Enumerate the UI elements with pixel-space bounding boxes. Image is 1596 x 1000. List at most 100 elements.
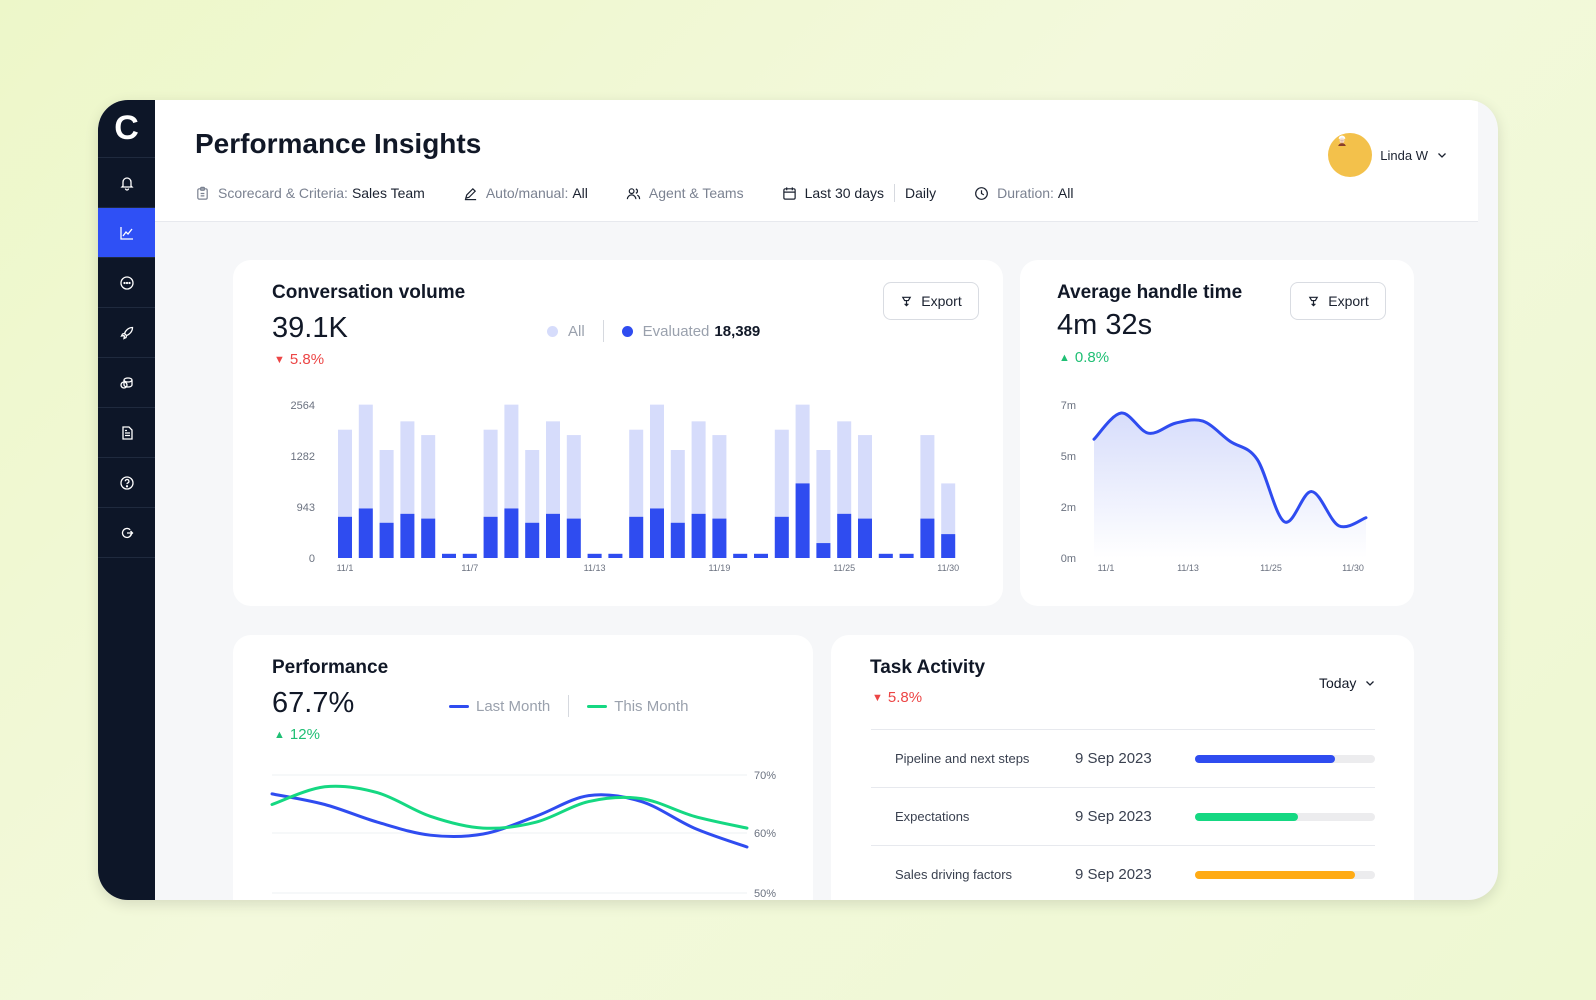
auto-manual-filter[interactable]: Auto/manual: All xyxy=(463,185,588,201)
bar-all xyxy=(733,553,748,558)
x-tick-label: 11/7 xyxy=(461,563,478,573)
user-menu[interactable]: Linda W xyxy=(1328,133,1448,177)
bar-evaluated xyxy=(442,553,456,558)
bar-evaluated xyxy=(587,553,602,558)
period-dropdown[interactable]: Today xyxy=(1319,675,1376,691)
bar-evaluated xyxy=(774,516,789,558)
bar-all xyxy=(858,435,872,558)
task-name: Sales driving factors xyxy=(895,867,1013,882)
bar-all xyxy=(670,449,685,558)
handle-time-card: Average handle time 4m 32s ▲ 0.8% Export… xyxy=(1020,260,1414,606)
bar-evaluated xyxy=(483,516,498,558)
legend-evaluated[interactable]: Evaluated xyxy=(642,322,710,340)
bar-all xyxy=(774,429,789,558)
y-tick-label: 0 xyxy=(309,553,315,565)
export-label: Export xyxy=(1328,293,1369,309)
bar-evaluated xyxy=(941,534,956,558)
bell-icon[interactable] xyxy=(98,158,155,208)
rocket-icon[interactable] xyxy=(98,308,155,358)
bar-all xyxy=(504,404,519,558)
bar-all xyxy=(608,553,623,558)
chart-icon[interactable] xyxy=(98,208,155,258)
bar-all xyxy=(899,553,914,558)
task-row[interactable]: Expectations 9 Sep 2023 xyxy=(871,787,1375,845)
agent-teams-label: Agent & Teams xyxy=(648,185,744,201)
legend-divider xyxy=(602,320,604,342)
duration-value: All xyxy=(1057,185,1074,201)
filter-bar: Scorecard & Criteria: Sales Team Auto/ma… xyxy=(195,184,1111,202)
bar-evaluated xyxy=(670,522,685,558)
app-logo[interactable]: C xyxy=(98,100,155,158)
calendar-icon xyxy=(782,186,796,200)
bar-evaluated xyxy=(650,508,664,558)
conversation-volume-card: Conversation volume 39.1K ▼ 5.8% All Eva… xyxy=(233,260,1003,606)
avatar xyxy=(1328,133,1373,177)
x-tick-label: 11/25 xyxy=(1260,563,1282,573)
card-title: Performance xyxy=(272,657,389,678)
conversation-delta: ▼ 5.8% xyxy=(274,351,324,368)
card-title: Conversation volume xyxy=(272,282,466,303)
legend-dot-evaluated xyxy=(621,325,633,337)
scorecard-filter[interactable]: Scorecard & Criteria: Sales Team xyxy=(195,185,425,201)
x-tick-label: 11/25 xyxy=(833,563,855,573)
task-name: Expectations xyxy=(895,809,970,824)
date-range-filter[interactable]: Last 30 days Daily xyxy=(782,184,937,202)
export-button[interactable]: Export xyxy=(883,282,979,320)
legend-dot-all xyxy=(547,325,558,337)
this-month-line xyxy=(270,784,749,830)
bar-all xyxy=(400,421,415,558)
bar-all xyxy=(816,449,831,558)
document-icon[interactable] xyxy=(98,408,155,458)
bar-evaluated xyxy=(379,522,394,558)
bar-all xyxy=(650,404,664,558)
user-name: Linda W xyxy=(1380,147,1428,163)
conversation-legend: All Evaluated 18,389 xyxy=(547,320,760,342)
card-title: Average handle time xyxy=(1057,282,1243,303)
export-button[interactable]: Export xyxy=(1290,282,1386,320)
conversation-total: 39.1K xyxy=(272,312,348,344)
agent-teams-filter[interactable]: Agent & Teams xyxy=(626,185,744,201)
bar-all xyxy=(483,429,498,558)
clipboard-icon xyxy=(197,186,208,200)
performance-value: 67.7% xyxy=(272,687,355,719)
evaluated-count: 18,389 xyxy=(714,322,761,340)
bar-evaluated xyxy=(338,516,352,558)
legend-this-month[interactable]: This Month xyxy=(614,697,689,715)
task-row[interactable]: Sales driving factors 9 Sep 2023 xyxy=(871,845,1375,900)
bar-evaluated xyxy=(566,518,581,558)
duration-label: Duration: xyxy=(997,185,1054,201)
duration-filter[interactable]: Duration: All xyxy=(974,185,1073,201)
granularity-value[interactable]: Daily xyxy=(904,185,937,201)
handle-time-value: 4m 32s xyxy=(1057,309,1153,341)
task-row[interactable]: Pipeline and next steps 9 Sep 2023 xyxy=(871,729,1375,787)
bar-all xyxy=(754,553,768,558)
x-tick-label: 11/1 xyxy=(1098,563,1115,573)
legend-last-month[interactable]: Last Month xyxy=(476,697,551,715)
task-progress-fill xyxy=(1195,812,1298,821)
delta-value: 0.8% xyxy=(1074,349,1110,366)
x-tick-label: 11/13 xyxy=(584,563,606,573)
last-month-line xyxy=(270,792,749,849)
bar-all xyxy=(442,553,456,558)
performance-delta: ▲ 12% xyxy=(274,726,320,743)
bar-evaluated xyxy=(421,518,436,558)
legend-all[interactable]: All xyxy=(568,322,585,340)
coins-icon[interactable] xyxy=(98,358,155,408)
task-progress-bar xyxy=(1195,870,1375,879)
x-tick-label: 11/13 xyxy=(1177,563,1199,573)
bar-evaluated xyxy=(899,553,914,558)
help-icon[interactable] xyxy=(98,458,155,508)
chat-icon[interactable] xyxy=(98,258,155,308)
bar-all xyxy=(525,449,540,558)
bar-evaluated xyxy=(878,553,893,558)
x-tick-label: 11/30 xyxy=(937,563,959,573)
bar-evaluated xyxy=(754,553,768,558)
bar-all xyxy=(338,429,352,558)
legend-line-this-month xyxy=(587,704,608,708)
logout-icon[interactable] xyxy=(98,508,155,558)
task-date: 9 Sep 2023 xyxy=(1075,750,1152,767)
bar-all xyxy=(795,404,810,558)
bar-all xyxy=(566,435,581,558)
clock-icon xyxy=(975,186,989,200)
date-range-value: Last 30 days xyxy=(804,185,884,201)
